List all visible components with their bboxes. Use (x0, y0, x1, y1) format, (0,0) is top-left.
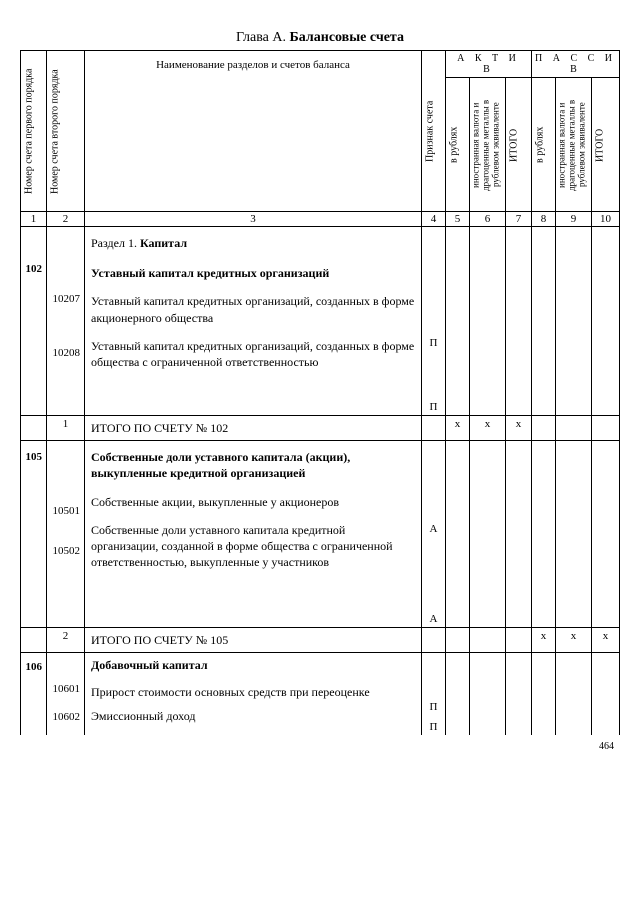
colnum-3: 3 (85, 212, 422, 227)
balance-table: Номер счета первого порядка Номер счета … (20, 50, 620, 735)
colnum-7: 7 (506, 212, 532, 227)
r10501-name: Собственные акции, выкупленные у акционе… (91, 494, 415, 510)
acct-10208: 10208 (50, 347, 80, 359)
sub1-name: ИТОГО ПО СЧЕТУ № 102 (85, 416, 422, 441)
title-bold: Балансовые счета (290, 30, 404, 45)
aktiv-fx: иностранная валюта и драгоценные металлы… (470, 78, 506, 212)
column-number-row: 1 2 3 4 5 6 7 8 9 10 (21, 212, 620, 227)
acct-10501: 10501 (50, 505, 80, 517)
colnum-6: 6 (470, 212, 506, 227)
colnum-4: 4 (422, 212, 446, 227)
r10601-sign: П (425, 701, 442, 713)
acct-10602: 10602 (50, 711, 80, 723)
r10207-name: Уставный капитал кредитных организаций, … (91, 293, 415, 325)
r10502-name: Собственные доли уставного капитала кред… (91, 522, 415, 571)
acct-10207: 10207 (50, 293, 80, 305)
acct-10601: 10601 (50, 683, 80, 695)
chapter-title: Глава А. Балансовые счета (20, 30, 620, 46)
acct-10502: 10502 (50, 545, 80, 557)
sub1-num: 1 (47, 416, 85, 441)
subtotal-row-105: 2 ИТОГО ПО СЧЕТУ № 105 х х х (21, 628, 620, 653)
r10501-sign: А (425, 523, 442, 535)
col1-header: Номер счета первого порядка (21, 51, 47, 212)
colnum-9: 9 (556, 212, 592, 227)
r10208-name: Уставный капитал кредитных организаций, … (91, 338, 415, 370)
r10602-name: Эмиссионный доход (91, 708, 415, 724)
colnum-1: 1 (21, 212, 47, 227)
r10208-sign: П (425, 401, 442, 413)
acct-102: 102 (21, 227, 47, 416)
sub1-c7: х (506, 416, 532, 441)
passiv-header: П А С С И В (532, 51, 620, 78)
title-prefix: Глава А. (236, 30, 290, 45)
header-row-1: Номер счета первого порядка Номер счета … (21, 51, 620, 78)
page-number: 464 (20, 741, 620, 752)
passiv-itogo: ИТОГО (592, 78, 620, 212)
acct-105: 105 (21, 441, 47, 628)
sub2-c8: х (532, 628, 556, 653)
sub1-c5: х (446, 416, 470, 441)
passiv-rub: в рублях (532, 78, 556, 212)
colnum-10: 10 (592, 212, 620, 227)
col2-header: Номер счета второго порядка (47, 51, 85, 212)
section-1-title: Раздел 1. Капитал (91, 235, 415, 251)
sub2-name: ИТОГО ПО СЧЕТУ № 105 (85, 628, 422, 653)
r10602-sign: П (425, 721, 442, 733)
col3-header: Наименование разделов и счетов баланса (85, 51, 422, 212)
col4-header: Признак счета (422, 51, 446, 212)
sub1-c6: х (470, 416, 506, 441)
sub2-c9: х (556, 628, 592, 653)
aktiv-header: А К Т И В (446, 51, 532, 78)
r10601-name: Прирост стоимости основных средств при п… (91, 684, 415, 700)
subtotal-row-102: 1 ИТОГО ПО СЧЕТУ № 102 х х х (21, 416, 620, 441)
acct-106: 106 (21, 653, 47, 736)
r102-name: Уставный капитал кредитных организаций (91, 265, 415, 281)
r10207-sign: П (425, 337, 442, 349)
sub2-num: 2 (47, 628, 85, 653)
r10502-sign: А (425, 613, 442, 625)
colnum-8: 8 (532, 212, 556, 227)
r105-name: Собственные доли уставного капитала (акц… (91, 449, 415, 481)
sub2-c10: х (592, 628, 620, 653)
aktiv-rub: в рублях (446, 78, 470, 212)
colnum-5: 5 (446, 212, 470, 227)
colnum-2: 2 (47, 212, 85, 227)
passiv-fx: иностранная валюта и драгоценные металлы… (556, 78, 592, 212)
r106-name: Добавочный капитал (91, 657, 415, 673)
aktiv-itogo: ИТОГО (506, 78, 532, 212)
